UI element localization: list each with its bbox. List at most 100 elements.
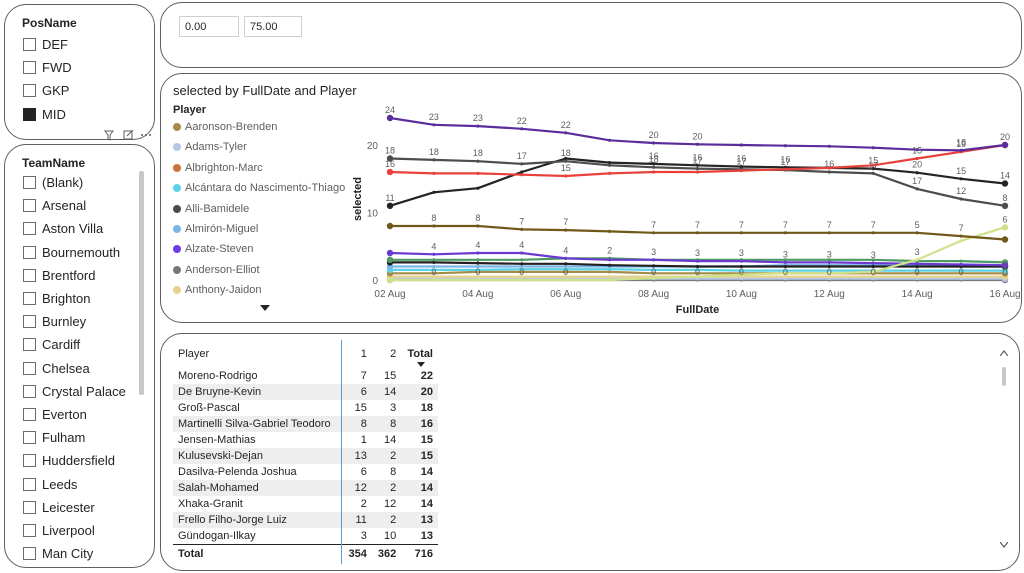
data-point[interactable] — [608, 267, 612, 271]
table-row[interactable]: Xhaka-Granit 2 12 14 — [173, 496, 438, 512]
legend-item[interactable]: Anderson-Elliot — [173, 264, 260, 276]
checkbox[interactable] — [23, 361, 36, 375]
data-point[interactable] — [564, 228, 568, 232]
table-row[interactable]: De Bruyne-Kevin 6 14 20 — [173, 384, 438, 400]
data-point[interactable] — [432, 268, 436, 272]
checkbox[interactable] — [23, 523, 36, 537]
data-point[interactable] — [520, 173, 524, 177]
team-option[interactable]: Leeds — [23, 472, 126, 495]
range-min-input[interactable]: 0.00 — [179, 16, 239, 37]
data-point[interactable] — [564, 275, 568, 279]
data-point[interactable] — [476, 268, 480, 272]
team-option[interactable]: Brentford — [23, 264, 126, 287]
data-point[interactable] — [783, 275, 787, 279]
range-max-input[interactable]: 75.00 — [244, 16, 302, 37]
data-point[interactable] — [827, 258, 831, 262]
checkbox[interactable] — [23, 84, 36, 98]
pos-option-gkp[interactable]: GKP — [23, 79, 72, 102]
data-point[interactable] — [432, 275, 436, 279]
data-point[interactable] — [564, 270, 568, 274]
data-point[interactable] — [652, 141, 656, 145]
data-point[interactable] — [871, 261, 875, 265]
data-point[interactable] — [476, 264, 480, 269]
data-point[interactable] — [871, 167, 875, 171]
data-point[interactable] — [432, 224, 436, 228]
checkbox[interactable] — [23, 315, 36, 329]
data-point[interactable] — [608, 275, 612, 279]
data-point[interactable] — [520, 275, 524, 279]
checkbox[interactable] — [23, 407, 36, 421]
data-point[interactable] — [608, 263, 612, 267]
data-point[interactable] — [739, 169, 743, 173]
data-point[interactable] — [1001, 236, 1009, 243]
team-option[interactable]: Fulham — [23, 426, 126, 449]
data-point[interactable] — [959, 197, 963, 201]
data-point[interactable] — [871, 146, 875, 150]
data-point[interactable] — [739, 259, 743, 263]
data-point[interactable] — [476, 258, 480, 262]
data-point[interactable] — [695, 142, 700, 146]
table-row[interactable]: Salah-Mohamed 12 2 14 — [173, 480, 438, 496]
data-point[interactable] — [386, 114, 394, 122]
data-point[interactable] — [695, 259, 700, 263]
data-point[interactable] — [386, 249, 394, 257]
checkbox[interactable] — [23, 431, 36, 445]
data-point[interactable] — [652, 276, 656, 280]
data-point[interactable] — [827, 260, 831, 264]
data-point[interactable] — [476, 224, 480, 228]
table-row[interactable]: Moreno-Rodrigo 7 15 22 — [173, 368, 438, 384]
data-point[interactable] — [652, 165, 656, 169]
data-point[interactable] — [1001, 141, 1009, 149]
checkbox[interactable] — [23, 176, 36, 190]
data-point[interactable] — [432, 264, 436, 269]
legend-item[interactable]: Aaronson-Brenden — [173, 121, 277, 133]
table-row[interactable]: Martinelli Silva-Gabriel Teodoro 8 8 16 — [173, 416, 438, 432]
data-point[interactable] — [915, 262, 919, 266]
data-point[interactable] — [783, 269, 787, 273]
data-point[interactable] — [564, 256, 568, 260]
table-row[interactable]: Frello Filho-Jorge Luiz 11 2 13 — [173, 512, 438, 528]
data-point[interactable] — [871, 163, 875, 167]
checkbox[interactable] — [23, 245, 36, 259]
data-point[interactable] — [520, 127, 524, 131]
data-point[interactable] — [432, 278, 436, 282]
team-option[interactable]: Everton — [23, 403, 126, 426]
data-point[interactable] — [871, 270, 875, 274]
team-option[interactable]: Cardiff — [23, 333, 126, 356]
data-point[interactable] — [739, 143, 743, 147]
data-point[interactable] — [695, 264, 700, 269]
data-point[interactable] — [476, 171, 480, 175]
legend-item[interactable]: Almirón-Miguel — [173, 223, 258, 235]
data-point[interactable] — [520, 264, 524, 269]
data-point[interactable] — [915, 171, 919, 175]
team-option[interactable]: Aston Villa — [23, 217, 126, 240]
data-point[interactable] — [652, 162, 656, 166]
data-point[interactable] — [432, 123, 436, 127]
checkbox-checked[interactable] — [23, 107, 36, 121]
pos-option-fwd[interactable]: FWD — [23, 56, 72, 79]
filter-icon[interactable] — [104, 130, 114, 141]
checkbox[interactable] — [23, 38, 36, 52]
data-point[interactable] — [959, 271, 963, 275]
data-point[interactable] — [520, 170, 524, 174]
checkbox[interactable] — [23, 477, 36, 491]
checkbox[interactable] — [23, 384, 36, 398]
data-point[interactable] — [783, 264, 787, 269]
checkbox[interactable] — [23, 61, 36, 75]
data-point[interactable] — [783, 258, 787, 262]
data-point[interactable] — [608, 229, 612, 233]
data-point[interactable] — [564, 131, 568, 135]
data-point[interactable] — [695, 231, 700, 235]
legend-item[interactable]: Adams-Tyler — [173, 141, 247, 153]
data-point[interactable] — [915, 156, 919, 161]
data-point[interactable] — [386, 168, 394, 176]
data-point[interactable] — [652, 231, 656, 235]
data-point[interactable] — [695, 271, 700, 275]
data-point[interactable] — [695, 170, 700, 174]
team-option[interactable]: Chelsea — [23, 357, 126, 380]
data-point[interactable] — [652, 268, 656, 272]
data-point[interactable] — [608, 278, 612, 282]
data-point[interactable] — [871, 275, 875, 279]
data-point[interactable] — [652, 264, 656, 268]
data-point[interactable] — [432, 190, 436, 194]
